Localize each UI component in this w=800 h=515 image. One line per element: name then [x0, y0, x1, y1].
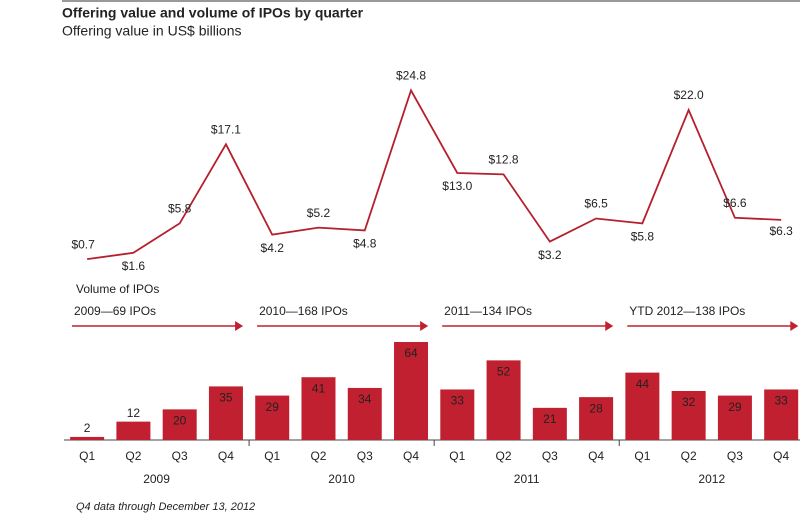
group-annotation: 2009—69 IPOs [74, 304, 156, 318]
value-label: $6.3 [770, 224, 794, 238]
x-tick-label: Q3 [542, 449, 558, 463]
bar [532, 407, 567, 440]
value-label: $0.7 [71, 237, 95, 251]
bar-label: 41 [312, 381, 326, 395]
bar [671, 391, 706, 440]
value-label: $5.8 [631, 230, 655, 244]
value-label: $5.2 [307, 206, 331, 220]
arrow-head [605, 321, 614, 331]
x-tick-label: Q3 [357, 449, 373, 463]
x-tick-label: Q4 [773, 449, 789, 463]
bar-label: 2 [84, 421, 91, 435]
bar [625, 372, 660, 440]
bar-label: 20 [173, 414, 187, 428]
value-label: $6.5 [584, 197, 608, 211]
bar-label: 32 [682, 395, 696, 409]
bar [440, 389, 475, 440]
value-label: $12.8 [489, 153, 519, 167]
arrow-head [420, 321, 429, 331]
x-tick-label: Q3 [727, 449, 743, 463]
year-label: 2009 [143, 472, 170, 486]
value-label: $3.2 [538, 248, 562, 262]
bar [394, 342, 429, 440]
x-tick-label: Q1 [79, 449, 95, 463]
bar [301, 377, 336, 440]
value-label: $6.6 [723, 196, 747, 210]
bar-label: 34 [358, 392, 372, 406]
year-label: 2011 [514, 472, 540, 486]
year-label: 2010 [328, 472, 355, 486]
bar-title: Volume of IPOs [76, 282, 159, 296]
bar [486, 360, 521, 440]
bar [116, 421, 151, 440]
x-tick-label: Q4 [588, 449, 604, 463]
x-tick-label: Q4 [218, 449, 234, 463]
value-label: $5.8 [168, 202, 192, 216]
x-tick-label: Q1 [449, 449, 465, 463]
x-tick-label: Q1 [264, 449, 280, 463]
bar-label: 44 [636, 377, 650, 391]
bar-label: 33 [451, 394, 465, 408]
x-tick-label: Q2 [681, 449, 697, 463]
value-label: $1.6 [122, 259, 146, 273]
x-tick-label: Q3 [172, 449, 188, 463]
value-label: $17.1 [211, 122, 241, 136]
value-label: $24.8 [396, 69, 426, 83]
bar-label: 21 [543, 412, 557, 426]
value-label: $4.2 [261, 241, 285, 255]
value-line [87, 88, 782, 260]
x-tick-label: Q2 [310, 449, 326, 463]
x-tick-label: Q1 [634, 449, 650, 463]
bar [347, 387, 382, 440]
footnote: Q4 data through December 13, 2012 [76, 501, 255, 513]
bar [717, 395, 752, 440]
bar [70, 436, 105, 440]
bar [579, 397, 614, 440]
arrow-head [790, 321, 799, 331]
bar-label: 12 [127, 406, 141, 420]
bar-label: 28 [589, 401, 603, 415]
bar-label: 64 [404, 346, 418, 360]
x-tick-label: Q4 [403, 449, 419, 463]
bar-label: 29 [266, 400, 280, 414]
value-label: $4.8 [353, 237, 377, 251]
bar-label: 52 [497, 365, 511, 379]
x-tick-label: Q2 [496, 449, 512, 463]
bar-label: 33 [775, 394, 789, 408]
value-label: $13.0 [442, 179, 472, 193]
bar [208, 386, 243, 440]
group-annotation: 2011—134 IPOs [444, 304, 532, 318]
value-label: $22.0 [674, 88, 704, 102]
bar-label: 35 [219, 391, 233, 405]
bar [162, 409, 197, 440]
bar [764, 389, 799, 440]
chart-subtitle: Offering value in US$ billions [62, 23, 242, 39]
group-annotation: 2010—168 IPOs [259, 304, 348, 318]
arrow-head [235, 321, 244, 331]
bar-label: 29 [728, 400, 742, 414]
year-label: 2012 [698, 472, 725, 486]
group-annotation: YTD 2012—138 IPOs [629, 304, 745, 318]
x-tick-label: Q2 [125, 449, 141, 463]
chart-title: Offering value and volume of IPOs by qua… [62, 5, 364, 21]
bar [255, 395, 290, 440]
